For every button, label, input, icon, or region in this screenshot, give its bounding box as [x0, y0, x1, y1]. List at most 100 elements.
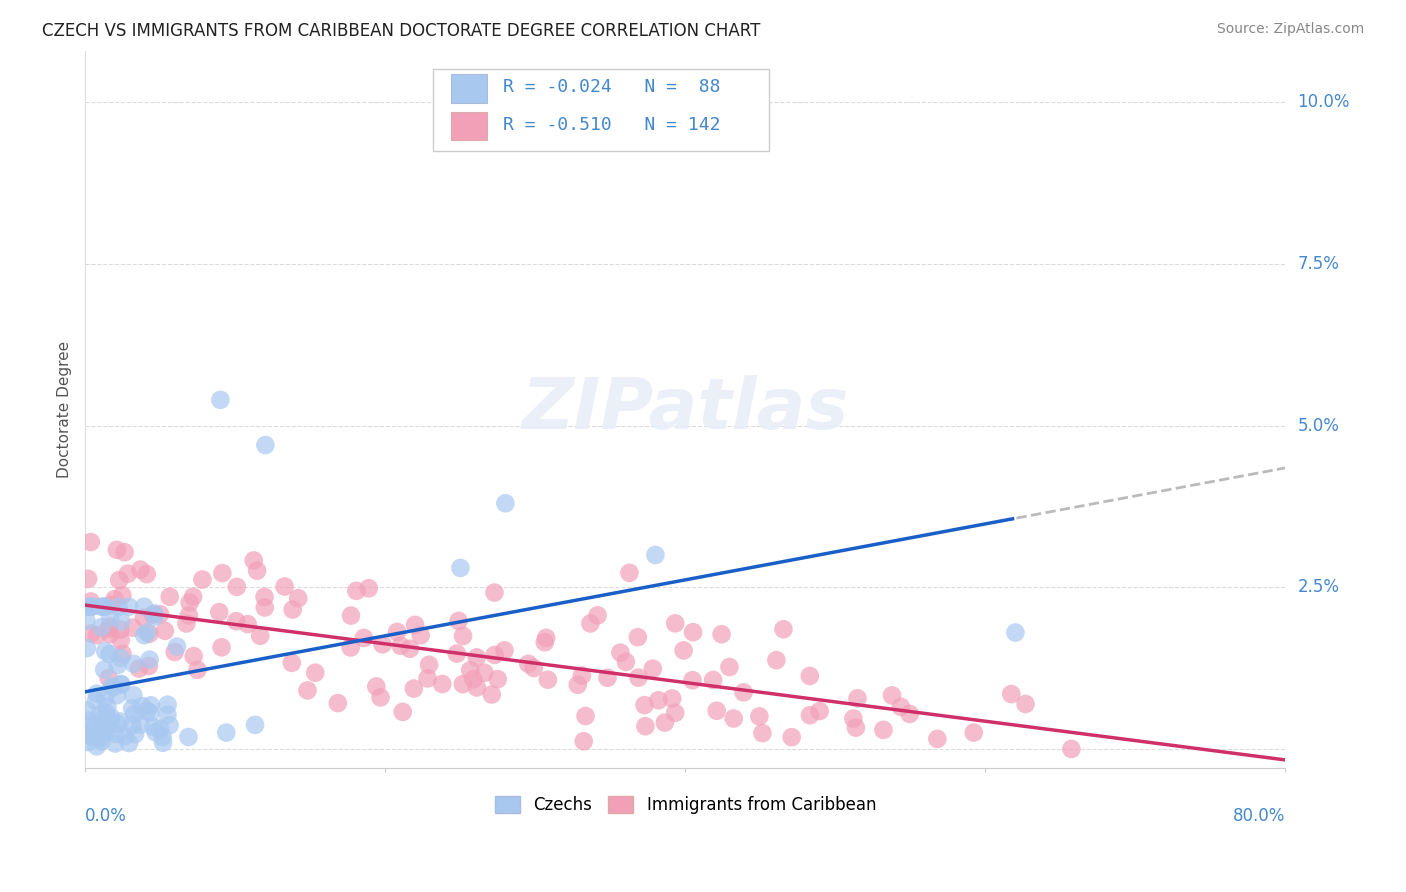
Point: [253, 590, 276, 604]
Point: [474, 665, 496, 680]
Point: [121, 701, 143, 715]
Point: [100, 598, 122, 612]
Point: [142, 607, 165, 622]
Point: [80, 599, 103, 614]
Point: [110, 677, 132, 691]
Point: [898, 706, 921, 721]
Point: [152, 736, 174, 750]
Point: [451, 629, 474, 643]
Text: R = -0.024   N =  88: R = -0.024 N = 88: [503, 78, 720, 95]
Point: [77, 572, 100, 586]
Text: 5.0%: 5.0%: [1298, 417, 1340, 434]
Point: [846, 691, 869, 706]
Point: [122, 688, 145, 702]
Point: [418, 657, 440, 672]
Point: [209, 392, 232, 407]
Point: [80, 594, 103, 608]
Point: [94, 719, 117, 733]
Point: [142, 720, 165, 734]
Point: [129, 563, 152, 577]
Point: [96, 724, 118, 739]
Point: [124, 727, 146, 741]
Point: [108, 573, 131, 587]
Point: [98, 714, 121, 729]
Point: [98, 647, 121, 661]
Point: [135, 704, 157, 718]
Point: [80, 535, 103, 549]
Point: [139, 698, 162, 713]
Point: [664, 706, 686, 720]
Y-axis label: Doctorate Degree: Doctorate Degree: [58, 341, 72, 478]
Point: [872, 723, 894, 737]
Point: [389, 639, 412, 653]
Point: [75, 614, 97, 628]
Point: [104, 727, 127, 741]
Point: [845, 721, 868, 735]
Point: [661, 691, 683, 706]
Text: R = -0.510   N = 142: R = -0.510 N = 142: [503, 116, 720, 134]
Point: [138, 652, 160, 666]
Point: [523, 661, 546, 675]
Point: [253, 600, 276, 615]
Point: [208, 605, 231, 619]
Point: [710, 627, 733, 641]
Point: [131, 699, 153, 714]
Legend: Czechs, Immigrants from Caribbean: Czechs, Immigrants from Caribbean: [488, 789, 883, 821]
Point: [627, 630, 650, 644]
Point: [236, 617, 259, 632]
Point: [159, 590, 181, 604]
Text: Source: ZipAtlas.com: Source: ZipAtlas.com: [1216, 22, 1364, 37]
Point: [105, 542, 128, 557]
Point: [103, 592, 125, 607]
Point: [179, 596, 201, 610]
Point: [110, 623, 132, 637]
Point: [517, 657, 540, 671]
Point: [107, 599, 129, 614]
FancyBboxPatch shape: [451, 112, 488, 140]
Point: [609, 646, 631, 660]
Point: [765, 653, 787, 667]
Point: [249, 629, 271, 643]
Point: [211, 640, 233, 655]
Point: [402, 681, 425, 696]
Point: [86, 687, 108, 701]
Point: [567, 678, 589, 692]
Point: [533, 635, 555, 649]
Point: [152, 730, 174, 744]
Point: [90, 599, 112, 614]
Point: [458, 663, 481, 677]
Point: [385, 624, 408, 639]
Point: [571, 668, 593, 682]
Point: [702, 673, 724, 687]
Point: [399, 641, 422, 656]
Point: [451, 677, 474, 691]
Text: CZECH VS IMMIGRANTS FROM CARIBBEAN DOCTORATE DEGREE CORRELATION CHART: CZECH VS IMMIGRANTS FROM CARIBBEAN DOCTO…: [42, 22, 761, 40]
Point: [98, 627, 121, 641]
Point: [114, 729, 136, 743]
Point: [98, 610, 121, 624]
Point: [449, 561, 471, 575]
Text: 0.0%: 0.0%: [86, 807, 128, 825]
Point: [340, 608, 363, 623]
Point: [183, 649, 205, 664]
FancyBboxPatch shape: [433, 69, 769, 151]
Point: [287, 591, 309, 606]
Point: [718, 660, 741, 674]
Point: [484, 585, 506, 599]
Point: [281, 656, 304, 670]
Point: [273, 580, 295, 594]
Point: [77, 714, 100, 728]
Point: [1014, 697, 1036, 711]
Point: [156, 707, 179, 722]
Point: [586, 608, 609, 623]
Point: [181, 590, 204, 604]
Point: [86, 628, 108, 642]
Point: [963, 725, 986, 739]
Point: [100, 680, 122, 694]
Point: [128, 662, 150, 676]
Point: [90, 720, 112, 734]
Point: [465, 681, 488, 695]
Point: [572, 734, 595, 748]
Point: [143, 607, 166, 621]
Point: [79, 729, 101, 743]
